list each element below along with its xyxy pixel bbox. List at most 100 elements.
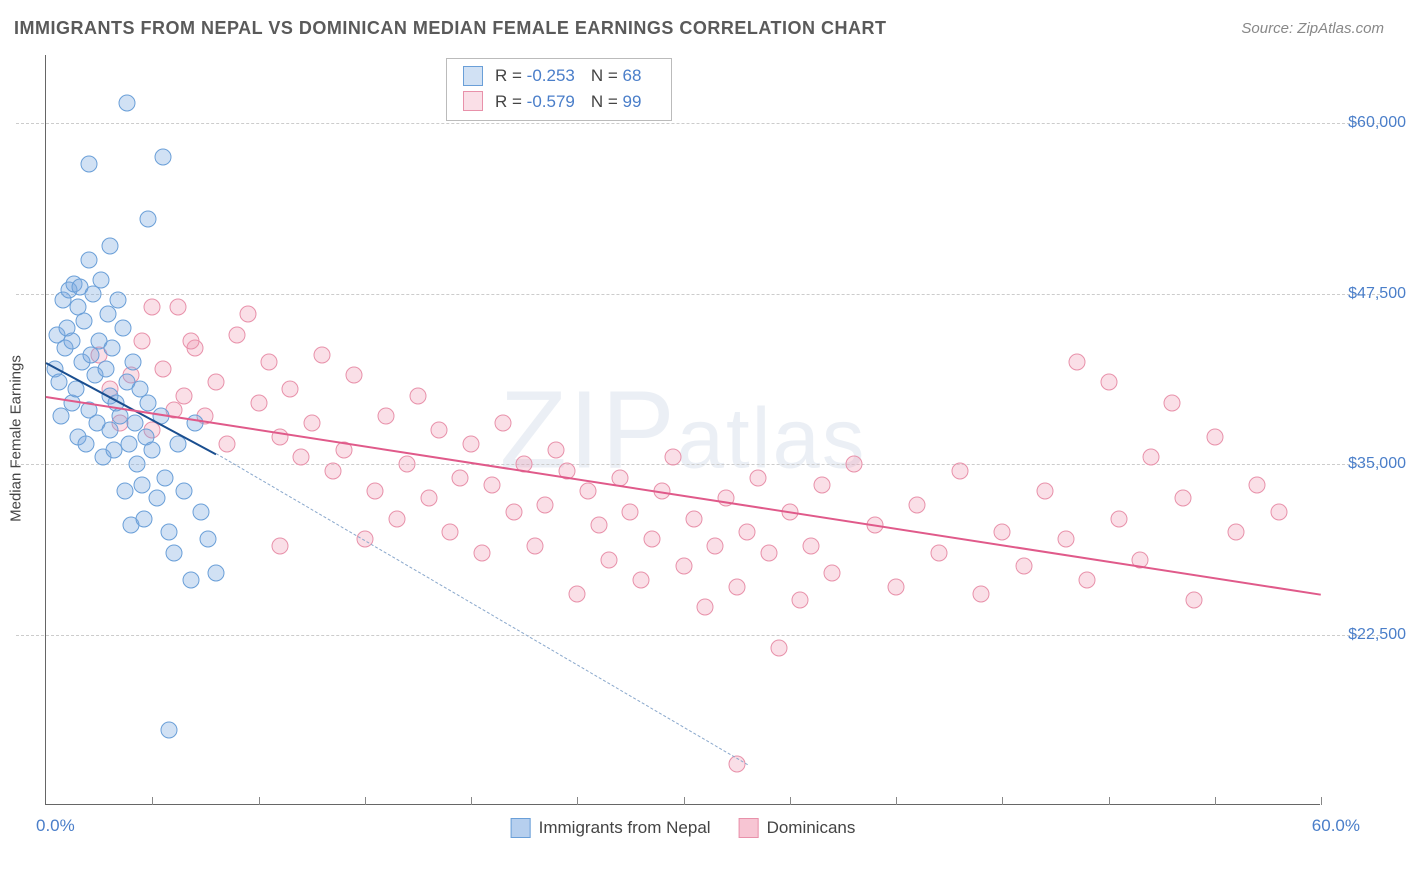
data-point [1143,449,1160,466]
r-value-dominican: -0.579 [527,92,575,111]
data-point [686,510,703,527]
data-point [1015,558,1032,575]
x-axis-label-min: 0.0% [36,816,75,836]
data-point [1228,524,1245,541]
data-point [199,531,216,548]
n-value-nepal: 68 [623,66,642,85]
data-point [250,394,267,411]
data-point [909,497,926,514]
data-point [739,524,756,541]
data-point [813,476,830,493]
data-point [675,558,692,575]
data-point [161,524,178,541]
data-point [144,299,161,316]
trend-line [216,453,748,765]
data-point [1270,503,1287,520]
data-point [1111,510,1128,527]
n-value-dominican: 99 [623,92,642,111]
stats-legend: R = -0.253N = 68 R = -0.579N = 99 [446,58,672,121]
data-point [229,326,246,343]
data-point [101,422,118,439]
x-tick [1002,797,1003,805]
data-point [116,483,133,500]
data-point [1174,490,1191,507]
data-point [218,435,235,452]
data-point [161,722,178,739]
legend-label-nepal: Immigrants from Nepal [539,818,711,838]
data-point [643,531,660,548]
x-axis-label-max: 60.0% [1312,816,1360,836]
data-point [388,510,405,527]
data-point [182,333,199,350]
data-point [803,537,820,554]
x-tick [577,797,578,805]
data-point [1164,394,1181,411]
data-point [97,360,114,377]
data-point [176,387,193,404]
data-point [78,435,95,452]
legend-item-nepal: Immigrants from Nepal [511,818,711,838]
data-point [484,476,501,493]
data-point [696,599,713,616]
data-point [622,503,639,520]
stats-row-dominican: R = -0.579N = 99 [463,89,655,115]
data-point [845,456,862,473]
gridline-h [16,123,1380,124]
data-point [182,572,199,589]
data-point [771,640,788,657]
data-point [1058,531,1075,548]
y-axis-title: Median Female Earnings [8,355,25,522]
data-point [144,442,161,459]
y-tick-label: $60,000 [1348,114,1406,132]
data-point [431,422,448,439]
data-point [728,578,745,595]
data-point [664,449,681,466]
data-point [569,585,586,602]
data-point [367,483,384,500]
data-point [193,503,210,520]
x-tick [1215,797,1216,805]
data-point [707,537,724,554]
data-point [76,312,93,329]
x-tick [790,797,791,805]
x-tick [1321,797,1322,805]
data-point [579,483,596,500]
x-tick [1109,797,1110,805]
legend-swatch-dominican [739,818,759,838]
data-point [101,237,118,254]
chart-title: IMMIGRANTS FROM NEPAL VS DOMINICAN MEDIA… [14,18,887,39]
x-tick [471,797,472,805]
swatch-dominican [463,91,483,111]
data-point [473,544,490,561]
data-point [452,469,469,486]
x-tick [152,797,153,805]
data-point [133,333,150,350]
bottom-legend: Immigrants from Nepal Dominicans [511,818,856,838]
data-point [1185,592,1202,609]
data-point [208,374,225,391]
data-point [1206,428,1223,445]
data-point [261,353,278,370]
data-point [176,483,193,500]
data-point [951,462,968,479]
gridline-h [16,464,1380,465]
data-point [103,340,120,357]
r-value-nepal: -0.253 [527,66,575,85]
data-point [378,408,395,425]
data-point [293,449,310,466]
data-point [303,415,320,432]
data-point [526,537,543,554]
data-point [157,469,174,486]
data-point [760,544,777,561]
data-point [824,565,841,582]
data-point [271,537,288,554]
data-point [1249,476,1266,493]
data-point [463,435,480,452]
data-point [314,347,331,364]
gridline-h [16,294,1380,295]
data-point [420,490,437,507]
data-point [590,517,607,534]
data-point [165,544,182,561]
data-point [148,490,165,507]
x-tick [896,797,897,805]
